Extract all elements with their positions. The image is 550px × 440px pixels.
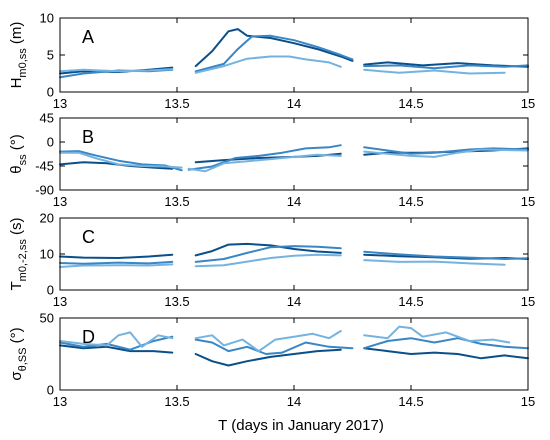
panel-d-series-2-segment-3 (363, 337, 529, 350)
y-tick-label: 0 (47, 383, 54, 398)
x-tick-label: 13 (53, 96, 67, 111)
x-tick-label: 13.5 (164, 96, 189, 111)
panel-c-series-2-segment-1 (59, 260, 174, 265)
x-tick-label: 13.5 (164, 194, 189, 209)
x-tick-label: 14 (287, 96, 301, 111)
panel-b-frame (59, 117, 529, 191)
y-tick-label: -45 (35, 159, 54, 174)
x-tick-label: 13.5 (164, 394, 189, 409)
panel-d-series-1-segment-1 (59, 344, 174, 354)
panel-letter: B (82, 127, 94, 147)
x-tick-label: 14.5 (398, 96, 423, 111)
panel-d-series-1-segment-3 (363, 347, 529, 360)
y-tick-label: 10 (40, 247, 54, 262)
panel-a-series-2-segment-2 (194, 34, 354, 73)
panel-b-series-3-segment-1 (59, 151, 183, 169)
panel-c-series-3-segment-1 (59, 263, 174, 268)
panel-d-series-3-segment-2 (194, 330, 342, 353)
y-axis-label: σθ,SS (°) (8, 327, 29, 380)
panel-c-series-2-segment-3 (363, 250, 529, 260)
panel-c-series-1-segment-1 (59, 253, 174, 259)
x-tick-label: 14.5 (398, 294, 423, 309)
panel-b-series-3-segment-3 (363, 148, 529, 158)
panel-a-series-3-segment-3 (363, 68, 506, 75)
panel-d-series-3-segment-3 (363, 325, 511, 344)
y-tick-label: 0 (47, 135, 54, 150)
y-axis-label: θss (°) (8, 134, 29, 174)
panel-c-series-3-segment-2 (194, 253, 342, 268)
panel-d-series-1-segment-2 (194, 348, 342, 367)
y-tick-label: 45 (40, 111, 54, 126)
panel-d-series-3-segment-1 (59, 331, 174, 348)
panel-d-series-2-segment-2 (194, 338, 354, 355)
x-tick-label: 13 (53, 294, 67, 309)
y-tick-label: 0 (47, 283, 54, 298)
x-tick-label: 14 (287, 294, 301, 309)
y-tick-label: 20 (40, 211, 54, 226)
panel-a-frame (59, 17, 529, 93)
y-tick-label: 0 (47, 85, 54, 100)
panel-c-series-2-segment-2 (194, 245, 342, 263)
x-tick-label: 14 (287, 394, 301, 409)
panel-b-series-3-segment-2 (187, 153, 342, 173)
panel-letter: D (82, 327, 95, 347)
y-tick-label: -90 (35, 183, 54, 198)
x-axis-label: T (days in January 2017) (218, 417, 384, 434)
panel-a-series-3-segment-1 (59, 68, 174, 73)
x-tick-label: 14 (287, 194, 301, 209)
x-tick-label: 15 (521, 194, 535, 209)
x-tick-label: 15 (521, 394, 535, 409)
y-axis-label: Hm0,ss (m) (8, 22, 29, 89)
x-tick-label: 13 (53, 194, 67, 209)
panel-c-series-3-segment-3 (363, 259, 506, 266)
panel-a-series-2-segment-3 (363, 64, 529, 70)
panel-letter: A (82, 27, 94, 47)
panel-letter: C (82, 227, 95, 247)
panel-d-series-2-segment-1 (59, 335, 174, 351)
x-tick-label: 14.5 (398, 194, 423, 209)
panel-d: 13 13.5 14 14.5 15 0 50 Dσθ,SS (°) (8, 311, 535, 410)
panel-a-series-1-segment-2 (194, 28, 354, 68)
panel-b-series-2-segment-3 (363, 146, 529, 155)
y-tick-label: 5 (47, 48, 54, 63)
y-axis-label: Tm0,-2,ss (s) (8, 217, 29, 290)
panel-a-series-3-segment-2 (194, 55, 342, 74)
panel-a: 13 13.5 14 14.5 15 0 5 10 A Hm0,ss (m) (8, 11, 535, 112)
x-tick-label: 15 (521, 96, 535, 111)
x-tick-label: 14.5 (398, 394, 423, 409)
x-tick-label: 13.5 (164, 294, 189, 309)
panel-c: 13 13.5 14 14.5 15 0 10 20 C Tm0,-2,ss (s) (8, 211, 535, 310)
x-tick-label: 15 (521, 294, 535, 309)
y-tick-label: 10 (40, 11, 54, 26)
panel-c-series-1-segment-2 (194, 242, 342, 257)
panels-group: 13 13.5 14 14.5 15 0 5 10 A Hm0,ss (m) 13 13.5 14 14.… (8, 11, 535, 410)
y-tick-label: 50 (40, 311, 54, 326)
panel-b-series-2-segment-2 (187, 144, 342, 171)
panel-c-frame (59, 217, 529, 291)
x-tick-label: 13 (53, 394, 67, 409)
